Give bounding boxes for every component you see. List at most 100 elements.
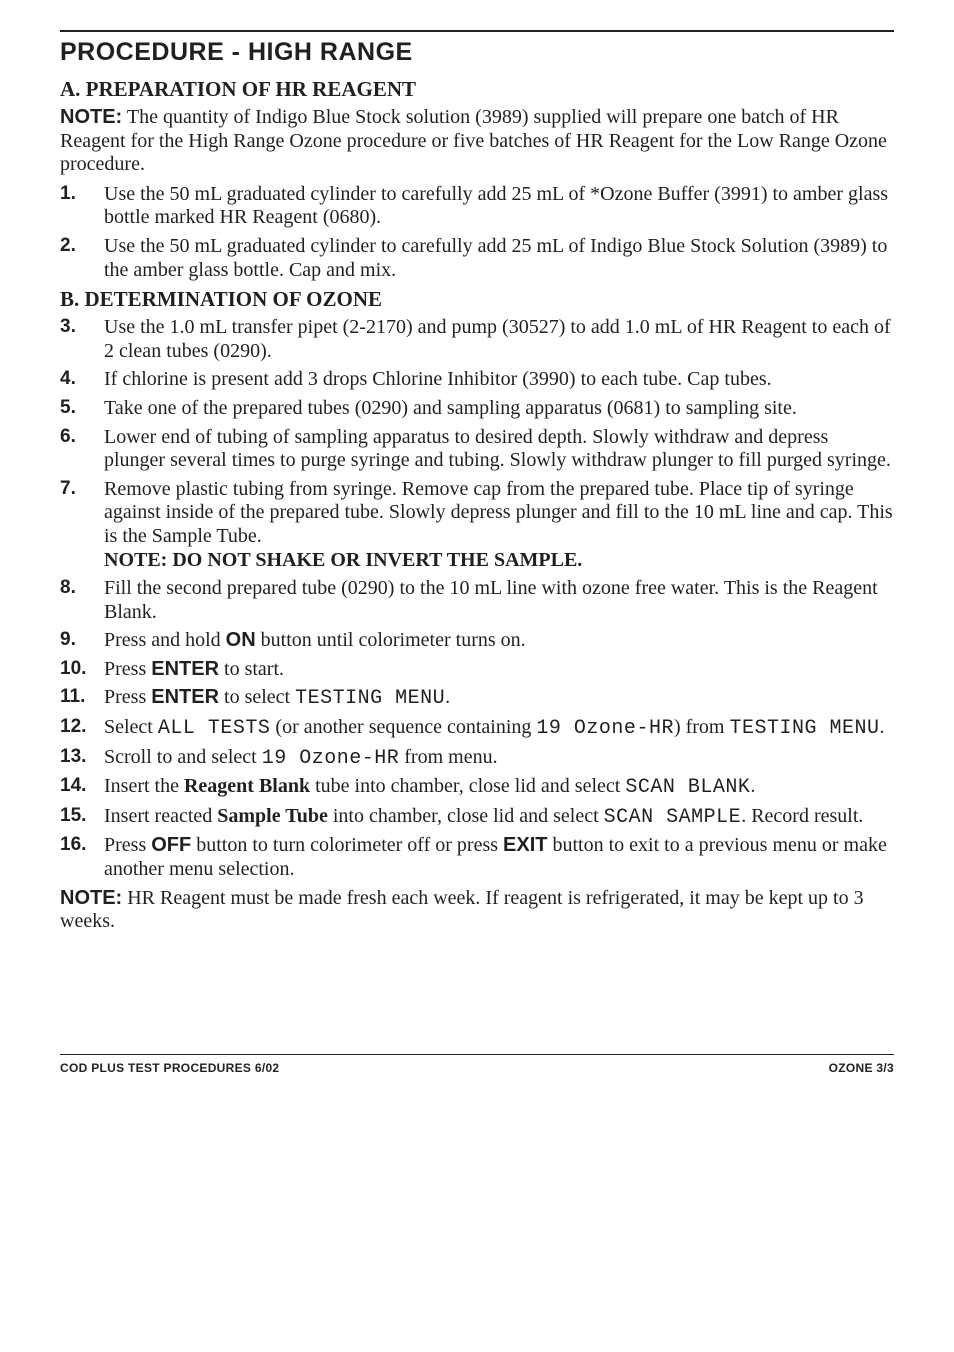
enter-button-label: ENTER [151,686,219,708]
t: . [750,775,755,797]
steps-list-b: 3. Use the 1.0 mL transfer pipet (2-2170… [60,316,894,881]
step-body: Fill the second prepared tube (0290) to … [104,577,894,624]
step-num: 2. [60,235,104,257]
t: Insert reacted [104,805,217,827]
step-6: 6. Lower end of tubing of sampling appar… [60,426,894,473]
step-body: Press ENTER to start. [104,658,894,682]
lcd-text: 19 Ozone-HR [536,717,674,740]
step-body: Scroll to and select 19 Ozone-HR from me… [104,746,894,771]
step-num: 9. [60,629,104,651]
t: Press and hold [104,629,226,651]
step-13: 13. Scroll to and select 19 Ozone-HR fro… [60,746,894,771]
step-num: 15. [60,805,104,827]
step-num: 3. [60,316,104,338]
step-1: 1. Use the 50 mL graduated cylinder to c… [60,183,894,230]
step-num: 1. [60,183,104,205]
final-note-text: HR Reagent must be made fresh each week.… [60,887,864,933]
lcd-text: SCAN BLANK [625,776,750,799]
t: (or another sequence containing [270,716,536,738]
t: Press [104,686,151,708]
t: . Record result. [741,805,863,827]
step-body: Use the 1.0 mL transfer pipet (2-2170) a… [104,316,894,363]
step-num: 5. [60,397,104,419]
step-num: 10. [60,658,104,680]
bold-term: Reagent Blank [184,775,310,797]
step-body: Lower end of tubing of sampling apparatu… [104,426,894,473]
t: into chamber, close lid and select [328,805,604,827]
t: Press [104,658,151,680]
step-body: Use the 50 mL graduated cylinder to care… [104,235,894,282]
step-7-note: NOTE: DO NOT SHAKE OR INVERT THE SAMPLE. [104,549,894,573]
footer-left: COD PLUS TEST PROCEDURES 6/02 [60,1061,279,1075]
final-note: NOTE: HR Reagent must be made fresh each… [60,887,894,934]
step-15: 15. Insert reacted Sample Tube into cham… [60,805,894,830]
step-12: 12. Select ALL TESTS (or another sequenc… [60,716,894,741]
footer-right: OZONE 3/3 [829,1061,894,1075]
step-body: Remove plastic tubing from syringe. Remo… [104,478,894,572]
step-14: 14. Insert the Reagent Blank tube into c… [60,775,894,800]
step-5: 5. Take one of the prepared tubes (0290)… [60,397,894,421]
step-body: Press OFF button to turn colorimeter off… [104,834,894,881]
bold-term: Sample Tube [217,805,328,827]
step-16: 16. Press OFF button to turn colorimeter… [60,834,894,881]
step-body: Use the 50 mL graduated cylinder to care… [104,183,894,230]
step-body: Select ALL TESTS (or another sequence co… [104,716,894,741]
step-10: 10. Press ENTER to start. [60,658,894,682]
steps-list-a: 1. Use the 50 mL graduated cylinder to c… [60,183,894,282]
lcd-text: ALL TESTS [158,717,271,740]
section-title: PROCEDURE - HIGH RANGE [60,38,894,67]
step-7-text: Remove plastic tubing from syringe. Remo… [104,478,894,549]
t: tube into chamber, close lid and select [310,775,625,797]
step-2: 2. Use the 50 mL graduated cylinder to c… [60,235,894,282]
lcd-text: SCAN SAMPLE [604,806,742,829]
t: to start. [219,658,284,680]
note-lead: NOTE: [60,887,122,909]
step-num: 6. [60,426,104,448]
step-num: 4. [60,368,104,390]
step-num: 14. [60,775,104,797]
note-a: NOTE: The quantity of Indigo Blue Stock … [60,106,894,177]
top-rule [60,30,894,32]
step-num: 13. [60,746,104,768]
t: to select [219,686,295,708]
footer: COD PLUS TEST PROCEDURES 6/02 OZONE 3/3 [60,1054,894,1075]
step-body: Press and hold ON button until colorimet… [104,629,894,653]
lcd-text: TESTING MENU [730,717,880,740]
subsection-a: A. PREPARATION OF HR REAGENT [60,77,894,102]
step-7: 7. Remove plastic tubing from syringe. R… [60,478,894,572]
t: Press [104,834,151,856]
note-lead: NOTE: [60,106,122,128]
t: Insert the [104,775,184,797]
t: from menu. [399,746,497,768]
step-3: 3. Use the 1.0 mL transfer pipet (2-2170… [60,316,894,363]
step-num: 11. [60,686,104,708]
note-a-text: The quantity of Indigo Blue Stock soluti… [60,106,887,175]
step-body: Press ENTER to select TESTING MENU. [104,686,894,711]
lcd-text: TESTING MENU [295,687,445,710]
step-body: Insert the Reagent Blank tube into chamb… [104,775,894,800]
enter-button-label: ENTER [151,658,219,680]
t: Select [104,716,158,738]
on-button-label: ON [226,629,256,651]
step-body: If chlorine is present add 3 drops Chlor… [104,368,894,392]
t: . [880,716,885,738]
step-9: 9. Press and hold ON button until colori… [60,629,894,653]
lcd-text: 19 Ozone-HR [262,747,400,770]
step-4: 4. If chlorine is present add 3 drops Ch… [60,368,894,392]
exit-button-label: EXIT [503,834,547,856]
t: Scroll to and select [104,746,262,768]
t: . [445,686,450,708]
step-num: 12. [60,716,104,738]
step-11: 11. Press ENTER to select TESTING MENU. [60,686,894,711]
step-8: 8. Fill the second prepared tube (0290) … [60,577,894,624]
t: button until colorimeter turns on. [256,629,526,651]
step-body: Insert reacted Sample Tube into chamber,… [104,805,894,830]
t: button to turn colorimeter off or press [191,834,503,856]
step-body: Take one of the prepared tubes (0290) an… [104,397,894,421]
off-button-label: OFF [151,834,191,856]
subsection-b: B. DETERMINATION OF OZONE [60,287,894,312]
step-num: 7. [60,478,104,500]
step-num: 8. [60,577,104,599]
step-num: 16. [60,834,104,856]
t: ) from [674,716,730,738]
